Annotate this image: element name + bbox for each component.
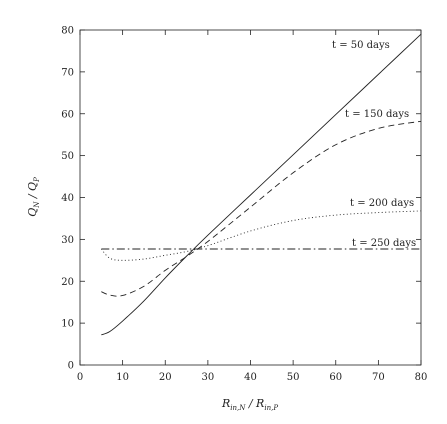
series-label: t = 50 days	[332, 40, 390, 51]
x-tick-label: 60	[329, 372, 342, 383]
x-tick-label: 50	[287, 372, 300, 383]
x-tick-label: 10	[116, 372, 129, 383]
x-tick-label: 70	[372, 372, 385, 383]
y-tick-label: 30	[61, 235, 74, 246]
x-tick-label: 80	[415, 372, 428, 383]
series-labels: t = 50 days t = 150 days t = 200 days t = 2…	[332, 40, 416, 249]
series-label: t = 200 days	[350, 198, 414, 209]
series-line	[101, 33, 422, 336]
y-tick-label: 80	[61, 26, 74, 37]
y-axis-label: QN / QP	[26, 177, 41, 217]
y-tick-label: 70	[61, 67, 74, 78]
y-tick-label: 50	[61, 151, 74, 162]
series-line	[101, 120, 422, 297]
x-tick-label: 0	[77, 372, 83, 383]
series-line	[100, 210, 422, 261]
axis-tick-labels: 0 10 20 30 40 50 60 70 80 0 10 20 30 40 50 60 70 80	[61, 26, 427, 384]
y-tick-label: 0	[68, 361, 74, 372]
y-tick-label: 60	[61, 109, 74, 120]
series-lines	[100, 33, 422, 336]
x-tick-label: 40	[244, 372, 257, 383]
x-axis-label: Rin,N / Rin,P	[221, 397, 278, 412]
y-tick-label: 20	[61, 277, 74, 288]
y-tick-label: 10	[61, 319, 74, 330]
axis-ticks	[79, 29, 422, 366]
x-tick-label: 20	[159, 372, 172, 383]
series-label: t = 250 days	[352, 238, 416, 249]
x-tick-label: 30	[202, 372, 215, 383]
y-tick-label: 40	[61, 193, 74, 204]
series-label: t = 150 days	[345, 109, 409, 120]
